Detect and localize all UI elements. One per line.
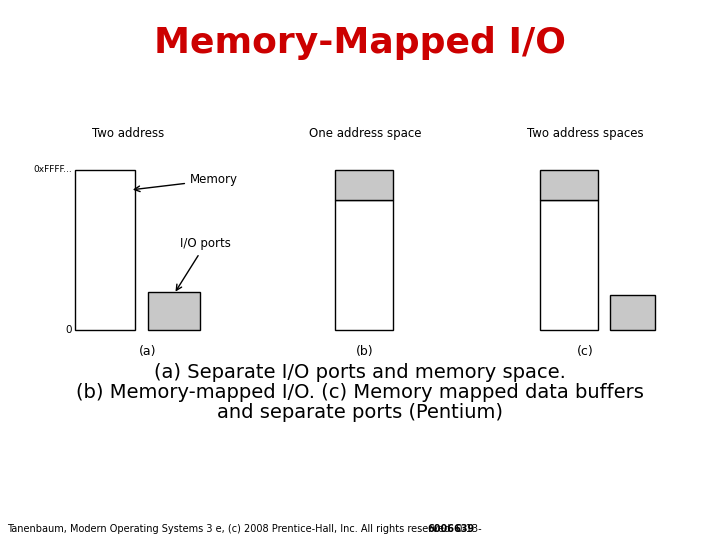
Text: (a) Separate I/O ports and memory space.: (a) Separate I/O ports and memory space. [154, 362, 566, 381]
Bar [610, 295, 655, 330]
Text: (a): (a) [139, 345, 157, 358]
Text: Memory: Memory [135, 173, 238, 192]
Text: Memory-Mapped I/O: Memory-Mapped I/O [154, 26, 566, 60]
Text: Two address spaces: Two address spaces [527, 127, 643, 140]
Text: One address space: One address space [309, 127, 421, 140]
Text: Two address: Two address [92, 127, 164, 140]
Text: 0: 0 [66, 325, 72, 335]
Text: and separate ports (Pentium): and separate ports (Pentium) [217, 402, 503, 422]
Text: (b): (b) [356, 345, 374, 358]
Bar [540, 170, 598, 200]
Bar [75, 170, 135, 330]
Bar [335, 200, 393, 330]
Bar [148, 292, 200, 330]
Text: I/O ports: I/O ports [176, 238, 231, 291]
Text: 6006639: 6006639 [427, 523, 474, 534]
Text: Tanenbaum, Modern Operating Systems 3 e, (c) 2008 Prentice-Hall, Inc. All rights: Tanenbaum, Modern Operating Systems 3 e,… [7, 523, 482, 534]
Bar [540, 200, 598, 330]
Text: (b) Memory-mapped I/O. (c) Memory mapped data buffers: (b) Memory-mapped I/O. (c) Memory mapped… [76, 382, 644, 402]
Text: (c): (c) [577, 345, 593, 358]
Bar [335, 170, 393, 200]
Text: 0xFFFF...: 0xFFFF... [33, 165, 72, 174]
